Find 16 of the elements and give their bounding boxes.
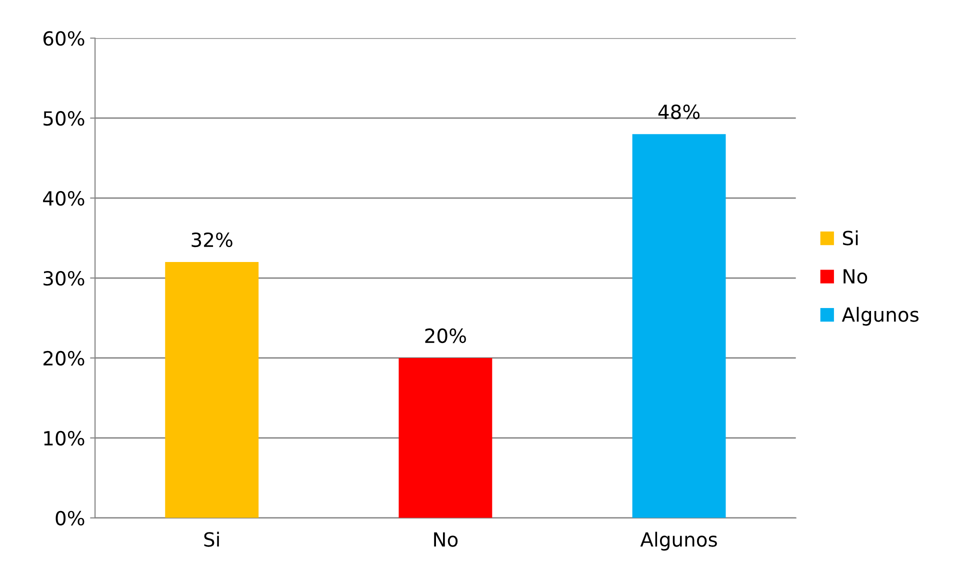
data-label: 20%: [425, 328, 466, 344]
y-tick-label: 40%: [43, 191, 84, 206]
y-tick-label: 0%: [56, 510, 84, 526]
y-tick-label: 30%: [44, 270, 84, 286]
x-tick-label: Si: [204, 532, 219, 547]
y-tick-label: 10%: [44, 430, 84, 446]
x-tick-label: Algunos: [640, 532, 717, 551]
y-tick-label: 60%: [43, 31, 84, 46]
legend-label: Algunos: [842, 306, 919, 326]
y-tick-label: 50%: [44, 111, 84, 126]
data-label: 48%: [658, 104, 700, 120]
data-label: 32%: [192, 232, 232, 248]
y-tick-label: 20%: [44, 350, 84, 366]
legend-label: Si: [843, 230, 858, 246]
x-tick-label: No: [434, 532, 458, 547]
legend-label: No: [844, 269, 868, 284]
